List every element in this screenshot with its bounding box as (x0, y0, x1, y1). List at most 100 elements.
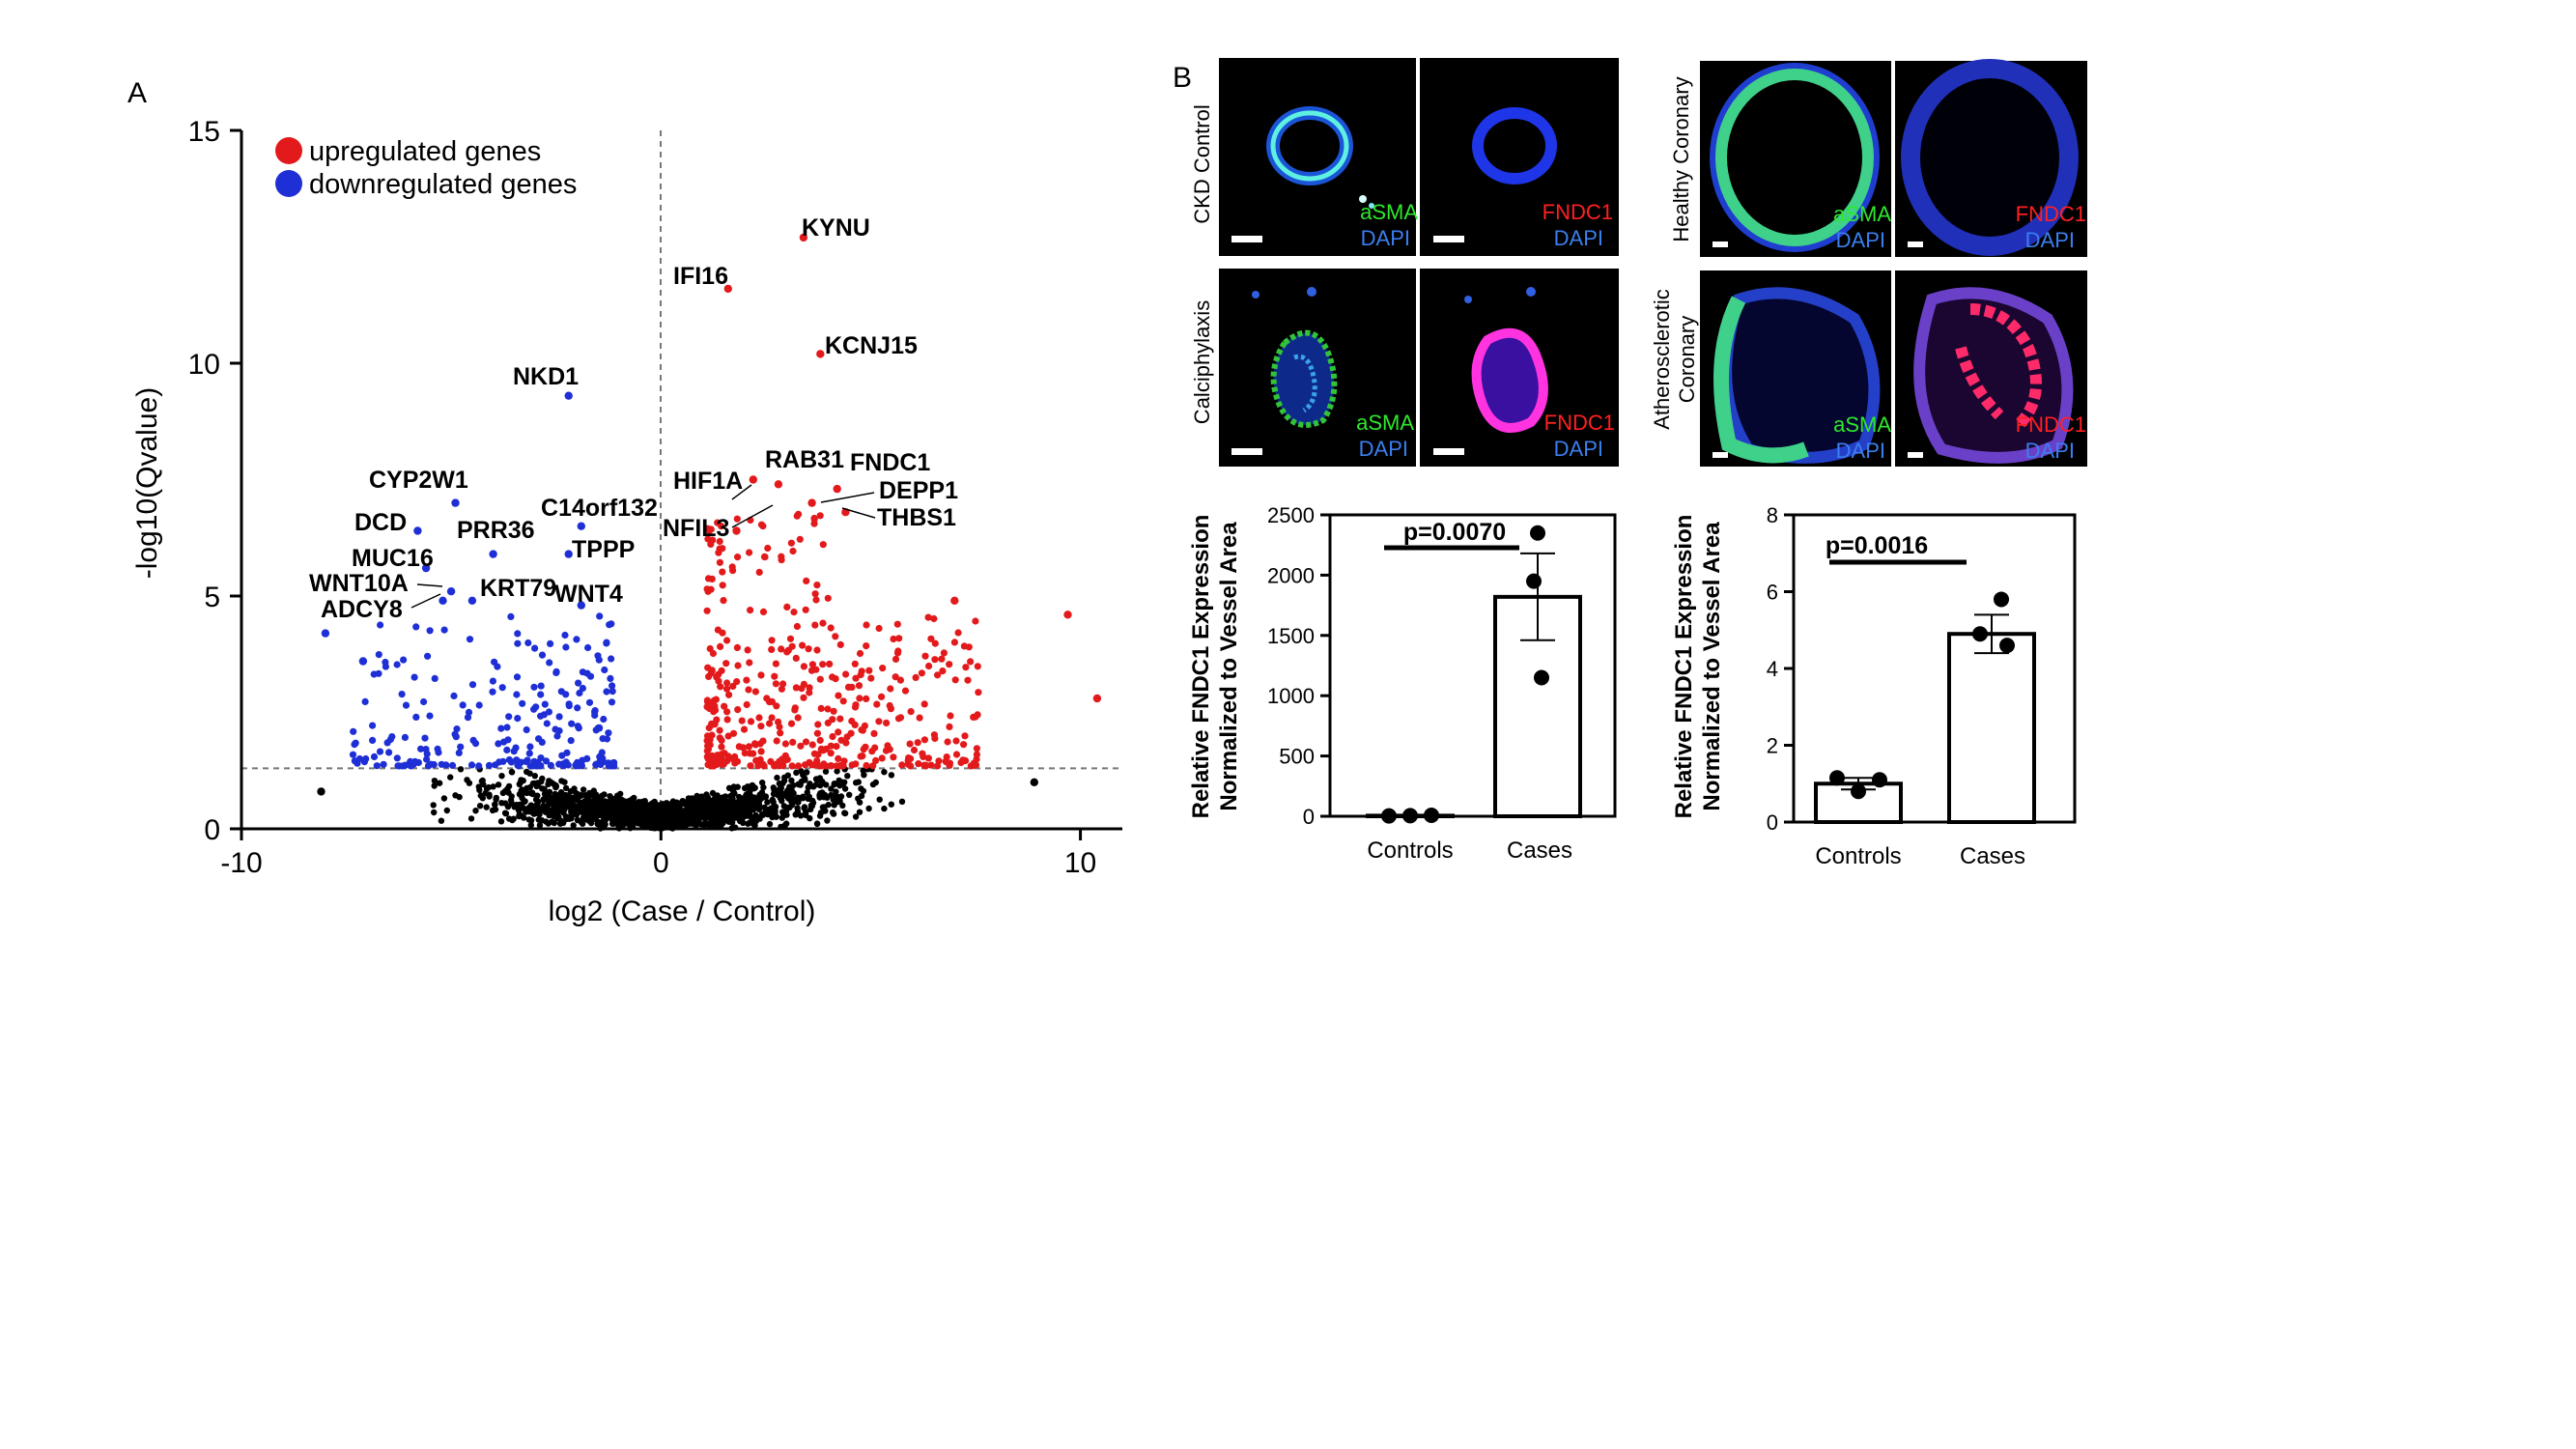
ns-gene-point (504, 803, 512, 810)
up-gene-point (768, 645, 776, 654)
up-gene-point (827, 750, 835, 757)
ns-gene-point (760, 783, 767, 791)
down-gene-point (451, 730, 459, 738)
ns-gene-point (574, 816, 581, 824)
up-gene-point (709, 536, 717, 544)
up-gene-point (813, 729, 822, 737)
down-gene-point (467, 596, 477, 605)
up-gene-point (733, 643, 742, 652)
ns-gene-point (701, 821, 708, 828)
ns-gene-point (798, 768, 805, 775)
ns-gene-point (508, 768, 516, 776)
up-gene-point (910, 746, 919, 754)
down-gene-point (561, 631, 569, 639)
ns-gene-point (737, 817, 744, 825)
up-gene-point (781, 740, 790, 748)
ns-gene-point (698, 813, 705, 820)
up-gene-point (816, 736, 824, 745)
ns-gene-point (761, 793, 768, 800)
ns-gene-point (516, 781, 523, 787)
ns-gene-point (786, 792, 794, 800)
down-gene-point (574, 758, 581, 767)
ns-gene-point (499, 789, 507, 797)
down-gene-point (455, 749, 463, 757)
up-gene-point (960, 741, 968, 749)
leader-line-hif1a (731, 484, 752, 500)
up-gene-point (829, 716, 836, 724)
up-gene-point (797, 742, 805, 750)
ns-gene-point (609, 811, 617, 818)
up-gene-point (722, 660, 730, 668)
up-gene-point (745, 743, 753, 751)
ns-gene-point (609, 820, 616, 827)
up-gene-point (729, 682, 737, 691)
up-gene-point (921, 761, 929, 769)
data-point (1972, 626, 1988, 642)
down-gene-point (412, 623, 420, 631)
down-gene-point (524, 639, 532, 647)
down-gene-point (562, 691, 570, 698)
up-gene-point (750, 750, 757, 757)
ns-gene-point (567, 815, 575, 822)
down-gene-point (530, 705, 538, 713)
x-tick-label: 10 (1064, 847, 1096, 879)
up-gene-point (847, 729, 855, 737)
ns-gene-point (741, 784, 749, 792)
ns-gene-point (836, 798, 843, 805)
down-gene-point (547, 639, 554, 648)
up-gene-point (746, 549, 753, 556)
ns-gene-point (552, 783, 559, 791)
ns-gene-point (546, 788, 553, 795)
up-gene-point (757, 521, 766, 528)
down-gene-point (577, 522, 585, 530)
up-gene-point (703, 607, 711, 614)
down-gene-point (600, 715, 608, 724)
down-gene-point (599, 735, 607, 743)
ns-gene-point (583, 812, 591, 820)
up-gene-point (810, 520, 818, 527)
up-gene-point (710, 696, 718, 704)
stain-label-fndc1: FNDC1 (1543, 200, 1613, 224)
down-gene-point (555, 726, 563, 735)
ns-gene-point (816, 792, 823, 799)
up-gene-point (924, 613, 932, 621)
up-gene-point (819, 541, 827, 549)
down-gene-point (597, 760, 605, 769)
gene-label-kcnj15: KCNJ15 (825, 332, 918, 359)
ns-gene-point (630, 816, 637, 823)
ns-gene-point (797, 812, 805, 819)
ns-gene-point (821, 804, 828, 810)
up-gene-point (940, 649, 948, 657)
down-gene-point (585, 698, 594, 706)
up-gene-point (743, 700, 750, 709)
up-gene-point (721, 750, 728, 757)
data-point (1526, 573, 1542, 589)
down-gene-point (583, 669, 591, 677)
down-gene-point (596, 612, 604, 620)
down-gene-point (440, 626, 448, 634)
down-gene-point (552, 668, 560, 677)
up-gene-point (833, 743, 840, 751)
down-gene-point (376, 748, 384, 755)
tile-athero-asma: aSMA DAPI (1700, 270, 1891, 467)
up-gene-point (731, 759, 739, 767)
down-gene-point (358, 657, 368, 666)
ns-gene-point (705, 805, 713, 812)
up-gene-point (715, 670, 722, 678)
ns-gene-point (824, 794, 831, 801)
up-gene-point (851, 721, 859, 729)
volcano-points (317, 233, 1102, 832)
ns-gene-point (831, 802, 837, 809)
down-gene-point (537, 754, 545, 762)
gene-label-muc16: MUC16 (352, 545, 434, 572)
ns-gene-point (844, 773, 851, 780)
ns-gene-point (506, 815, 513, 822)
up-gene-point (759, 737, 767, 745)
down-gene-point (426, 627, 434, 635)
ns-gene-point (430, 802, 437, 809)
ns-gene-point (779, 780, 786, 787)
ns-gene-point (783, 805, 791, 811)
ns-gene-point (733, 799, 740, 806)
up-gene-point (716, 545, 723, 553)
up-gene-point (789, 547, 797, 555)
